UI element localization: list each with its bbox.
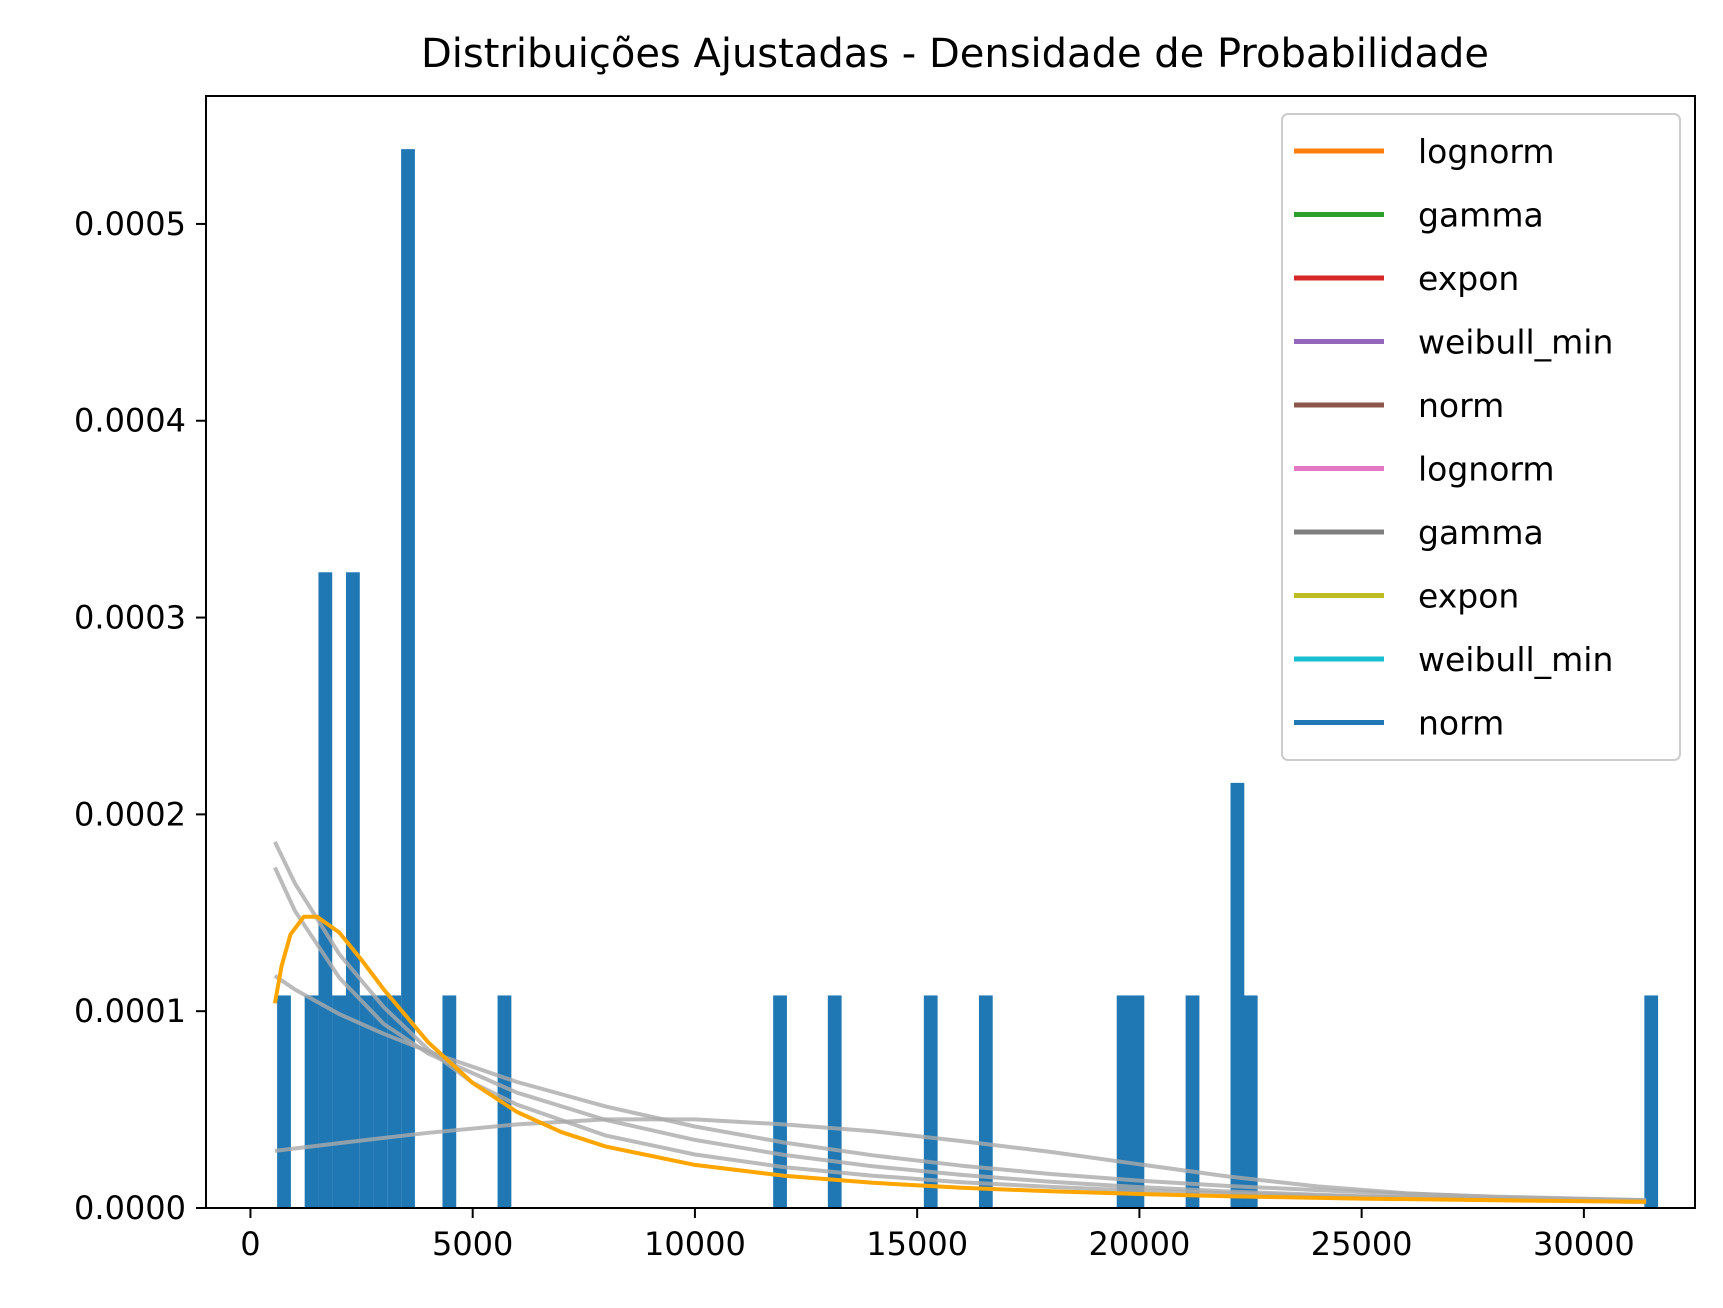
- y-tick-label: 0.0000: [74, 1189, 186, 1227]
- fitted-curve-line: [273, 974, 1647, 1203]
- y-tick-label: 0.0003: [74, 599, 186, 637]
- histogram-bar: [1130, 995, 1145, 1208]
- plot-frame: [205, 95, 1696, 1209]
- legend-label: weibull_min: [1418, 640, 1613, 679]
- histogram-bar: [359, 995, 374, 1208]
- histogram-bar: [1644, 995, 1659, 1208]
- histogram-bar: [332, 995, 347, 1208]
- histogram-bar: [346, 572, 360, 1208]
- fitted-curves: [272, 841, 1647, 1205]
- histogram-bar: [1243, 995, 1258, 1208]
- histogram-bar: [1230, 782, 1245, 1208]
- legend-label: gamma: [1418, 513, 1544, 552]
- x-tick-label: 10000: [644, 1225, 746, 1263]
- y-tick-label: 0.0004: [74, 402, 186, 440]
- legend-label: norm: [1418, 386, 1504, 425]
- fitted-curve-line: [273, 841, 1647, 1203]
- legend-label: gamma: [1418, 196, 1544, 235]
- histogram-bar: [387, 995, 402, 1208]
- fitted-curve-line: [274, 1117, 1647, 1203]
- histogram-bar: [304, 995, 319, 1208]
- histogram-bar: [1185, 995, 1200, 1208]
- chart-title: Distribuições Ajustadas - Densidade de P…: [421, 31, 1489, 77]
- histogram-bar: [277, 995, 291, 1208]
- x-axis-ticks: 0 5000 10000 15000 20000 25000 30000: [240, 1208, 1635, 1263]
- histogram-bars: [277, 149, 1659, 1209]
- y-axis-ticks: 0.0000 0.0001 0.0002 0.0003 0.0004 0.0005: [74, 205, 206, 1227]
- histogram-bar: [1116, 995, 1131, 1208]
- x-tick-label: 20000: [1089, 1225, 1191, 1263]
- histogram-bar: [923, 995, 938, 1208]
- legend-label: norm: [1418, 704, 1504, 743]
- x-tick-label: 15000: [866, 1225, 968, 1263]
- x-tick-label: 25000: [1311, 1225, 1413, 1263]
- legend-label: lognorm: [1418, 132, 1555, 171]
- x-tick-label: 30000: [1533, 1225, 1635, 1263]
- y-tick-label: 0.0001: [74, 992, 186, 1030]
- legend-label: expon: [1418, 259, 1519, 298]
- x-tick-label: 5000: [432, 1225, 513, 1263]
- histogram-bar: [318, 572, 333, 1208]
- x-tick-label: 0: [240, 1225, 260, 1263]
- histogram-bar: [827, 995, 842, 1208]
- legend-label: expon: [1418, 577, 1519, 616]
- histogram-bar: [978, 995, 993, 1208]
- legend: lognormgammaexponweibull_minnormlognormg…: [1281, 113, 1681, 761]
- histogram-bar: [442, 995, 457, 1208]
- fitted-curve-line: [272, 914, 1647, 1204]
- y-tick-label: 0.0002: [74, 795, 186, 833]
- histogram-bar: [401, 149, 415, 1209]
- fitted-curve-line: [273, 866, 1647, 1205]
- legend-label: weibull_min: [1418, 323, 1613, 362]
- histogram-bar: [373, 995, 388, 1208]
- y-tick-label: 0.0005: [74, 205, 186, 243]
- legend-label: lognorm: [1418, 450, 1555, 489]
